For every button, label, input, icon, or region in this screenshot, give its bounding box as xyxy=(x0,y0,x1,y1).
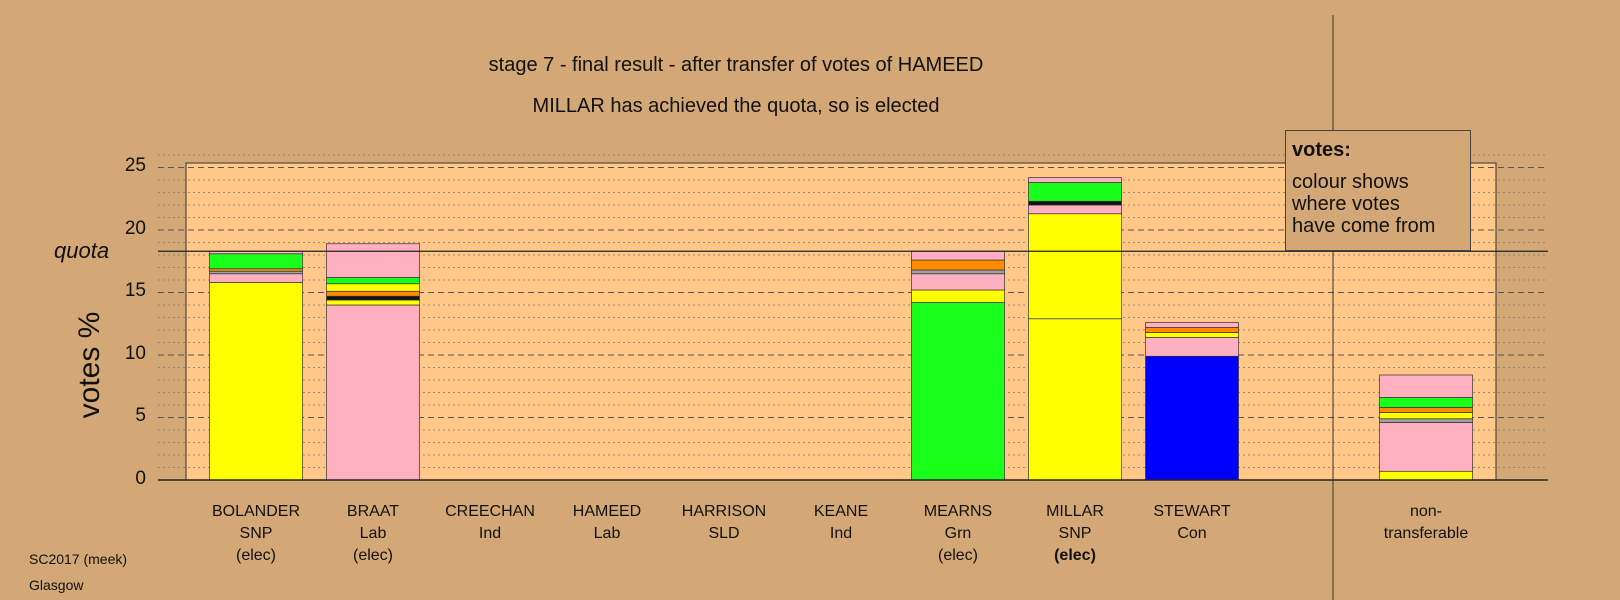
candidate-party: SLD xyxy=(708,525,740,542)
bar-bolander-segment xyxy=(209,253,303,270)
legend-box: votes: colour shows where votes have com… xyxy=(1285,130,1471,251)
bar-braat-segment xyxy=(326,283,420,292)
legend-text-line: where votes xyxy=(1292,193,1400,215)
candidate-party: Con xyxy=(1177,525,1207,542)
nontransferable-label-line-1: non- xyxy=(1409,503,1443,520)
bar-millar-segment xyxy=(1028,177,1122,183)
candidate-label-hameed: HAMEED Lab xyxy=(542,501,672,545)
bar-mearns-segment xyxy=(911,302,1005,481)
candidate-party: Grn xyxy=(944,525,972,542)
bar-braat-segment xyxy=(326,290,420,297)
bar-nontransferable-segment xyxy=(1379,407,1473,413)
bar-stewart-segment xyxy=(1145,332,1239,338)
bar-bolander-segment xyxy=(209,268,303,272)
candidate-party: Lab xyxy=(593,525,621,542)
bar-nontransferable-segment xyxy=(1379,374,1473,398)
bar-millar-segment xyxy=(1028,318,1122,481)
footer-area: Glasgow xyxy=(29,577,84,593)
candidate-label-mearns: MEARNS Grn (elec) xyxy=(893,501,1023,567)
nontransferable-label-line-2: transferable xyxy=(1383,525,1469,542)
candidate-status: (elec) xyxy=(937,547,978,564)
bar-stewart-segment xyxy=(1145,327,1239,333)
quota-label: quota xyxy=(54,238,110,263)
candidate-party: SNP xyxy=(239,525,273,542)
candidate-name: KEANE xyxy=(813,503,869,520)
candidate-name: STEWART xyxy=(1153,503,1231,520)
bar-nontransferable-segment xyxy=(1379,470,1473,481)
candidate-party: Ind xyxy=(829,525,853,542)
bar-braat-segment xyxy=(326,299,420,306)
candidate-party: Ind xyxy=(478,525,502,542)
candidate-party: Lab xyxy=(359,525,387,542)
bar-bolander-segment xyxy=(209,270,303,275)
candidate-label-stewart: STEWART Con xyxy=(1127,501,1257,545)
bar-millar-segment xyxy=(1028,200,1122,206)
bar-millar-segment xyxy=(1028,204,1122,215)
y-tick-label: 15 xyxy=(124,280,146,301)
y-tick-label: 10 xyxy=(124,343,146,364)
bar-braat-segment xyxy=(326,277,420,285)
bar-stewart-segment xyxy=(1145,355,1239,481)
candidate-label-millar: MILLAR SNP (elec) xyxy=(1010,501,1140,567)
candidate-name: BOLANDER xyxy=(211,503,301,520)
candidate-label-keane: KEANE Ind xyxy=(776,501,906,545)
bar-mearns-segment xyxy=(911,289,1005,303)
candidate-party: SNP xyxy=(1058,525,1092,542)
y-tick-label: 25 xyxy=(124,155,146,176)
candidate-name: MILLAR xyxy=(1046,503,1104,520)
candidate-status: (elec) xyxy=(352,547,393,564)
bar-nontransferable-segment xyxy=(1379,422,1473,472)
bar-mearns-segment xyxy=(911,259,1005,271)
bar-nontransferable-segment xyxy=(1379,412,1473,420)
bar-mearns-segment xyxy=(911,250,1005,261)
candidate-name: HARRISON xyxy=(681,503,767,520)
candidate-status: (elec) xyxy=(235,547,276,564)
candidate-name: BRAAT xyxy=(346,503,400,520)
legend-title: votes: xyxy=(1292,139,1351,161)
bar-stewart-segment xyxy=(1145,337,1239,357)
bar-braat-segment xyxy=(326,304,420,481)
y-tick-label: 5 xyxy=(135,405,146,426)
bar-stewart-segment xyxy=(1145,322,1239,328)
candidate-label-creechan: CREECHAN Ind xyxy=(425,501,555,545)
candidate-label-bolander: BOLANDER SNP (elec) xyxy=(191,501,321,567)
legend-text-line: colour shows xyxy=(1292,171,1409,193)
y-axis-label: votes % xyxy=(73,311,106,419)
legend-text-line: have come from xyxy=(1292,215,1436,237)
bar-nontransferable-segment xyxy=(1379,418,1473,423)
candidate-status: (elec) xyxy=(1054,547,1096,564)
bar-millar-segment xyxy=(1028,182,1122,202)
bar-braat-segment xyxy=(326,243,420,278)
bar-braat-segment xyxy=(326,295,420,301)
y-tick-label: 0 xyxy=(135,468,146,489)
bar-nontransferable-segment xyxy=(1379,397,1473,408)
footer-source: SC2017 (meek) xyxy=(29,551,128,567)
bar-millar-segment xyxy=(1028,213,1122,320)
candidate-label-harrison: HARRISON SLD xyxy=(659,501,789,545)
candidate-name: MEARNS xyxy=(923,503,993,520)
chart-subtitle: MILLAR has achieved the quota, so is ele… xyxy=(532,95,940,117)
bar-bolander-segment xyxy=(209,282,303,481)
bar-bolander-segment xyxy=(209,273,303,283)
bar-mearns-segment xyxy=(911,273,1005,291)
nontransferable-label: non- transferable xyxy=(1361,501,1491,545)
candidate-name: HAMEED xyxy=(572,503,642,520)
chart-title: stage 7 - final result - after transfer … xyxy=(488,54,984,76)
candidate-name: CREECHAN xyxy=(445,503,535,520)
candidate-label-braat: BRAAT Lab (elec) xyxy=(308,501,438,567)
y-tick-label: 20 xyxy=(124,218,146,239)
bar-mearns-segment xyxy=(911,269,1005,275)
